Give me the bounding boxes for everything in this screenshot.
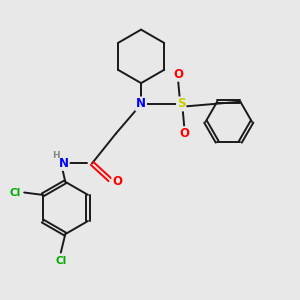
Text: N: N bbox=[136, 98, 146, 110]
Text: N: N bbox=[59, 157, 69, 170]
Text: H: H bbox=[52, 151, 59, 160]
Text: O: O bbox=[179, 127, 189, 140]
Text: Cl: Cl bbox=[55, 256, 67, 266]
Text: Cl: Cl bbox=[9, 188, 20, 197]
Text: O: O bbox=[112, 175, 122, 188]
Text: S: S bbox=[177, 98, 185, 110]
Text: O: O bbox=[173, 68, 183, 81]
